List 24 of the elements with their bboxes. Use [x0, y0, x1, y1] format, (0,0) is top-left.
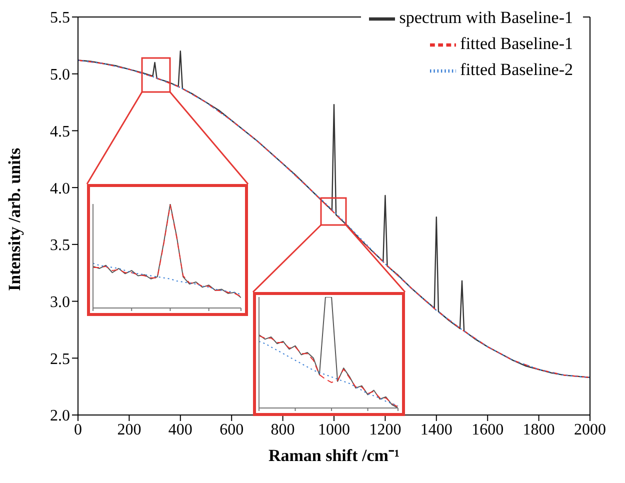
y-tick-label: 2.0 — [50, 408, 70, 425]
x-tick-label: 600 — [220, 421, 244, 438]
y-tick-label: 3.5 — [50, 237, 70, 254]
legend-label: spectrum with Baseline-1 — [399, 8, 573, 27]
x-tick-label: 2000 — [574, 421, 606, 438]
y-tick-label: 2.5 — [50, 350, 70, 368]
x-tick-label: 400 — [168, 421, 192, 438]
x-tick-label: 1800 — [522, 421, 555, 438]
x-tick-label: 0 — [74, 421, 82, 438]
x-tick-label: 200 — [117, 421, 142, 438]
y-tick-label: 5.0 — [50, 66, 70, 84]
x-tick-label: 1600 — [472, 421, 504, 438]
y-axis-title: Intensity /arb. units — [5, 148, 24, 291]
legend-label: fitted Baseline-1 — [460, 34, 573, 53]
x-tick-label: 1400 — [420, 421, 452, 438]
x-tick-label: 800 — [270, 421, 295, 438]
y-tick-label: 4.0 — [50, 180, 70, 198]
y-tick-label: 4.5 — [50, 123, 70, 140]
x-tick-label: 1000 — [318, 421, 350, 438]
x-axis-title: Raman shift /cm⁻¹ — [268, 446, 400, 465]
y-tick-label: 5.5 — [50, 10, 70, 27]
legend-label: fitted Baseline-2 — [460, 60, 573, 79]
x-tick-label: 1200 — [369, 421, 402, 438]
y-tick-label: 3.0 — [50, 294, 70, 311]
